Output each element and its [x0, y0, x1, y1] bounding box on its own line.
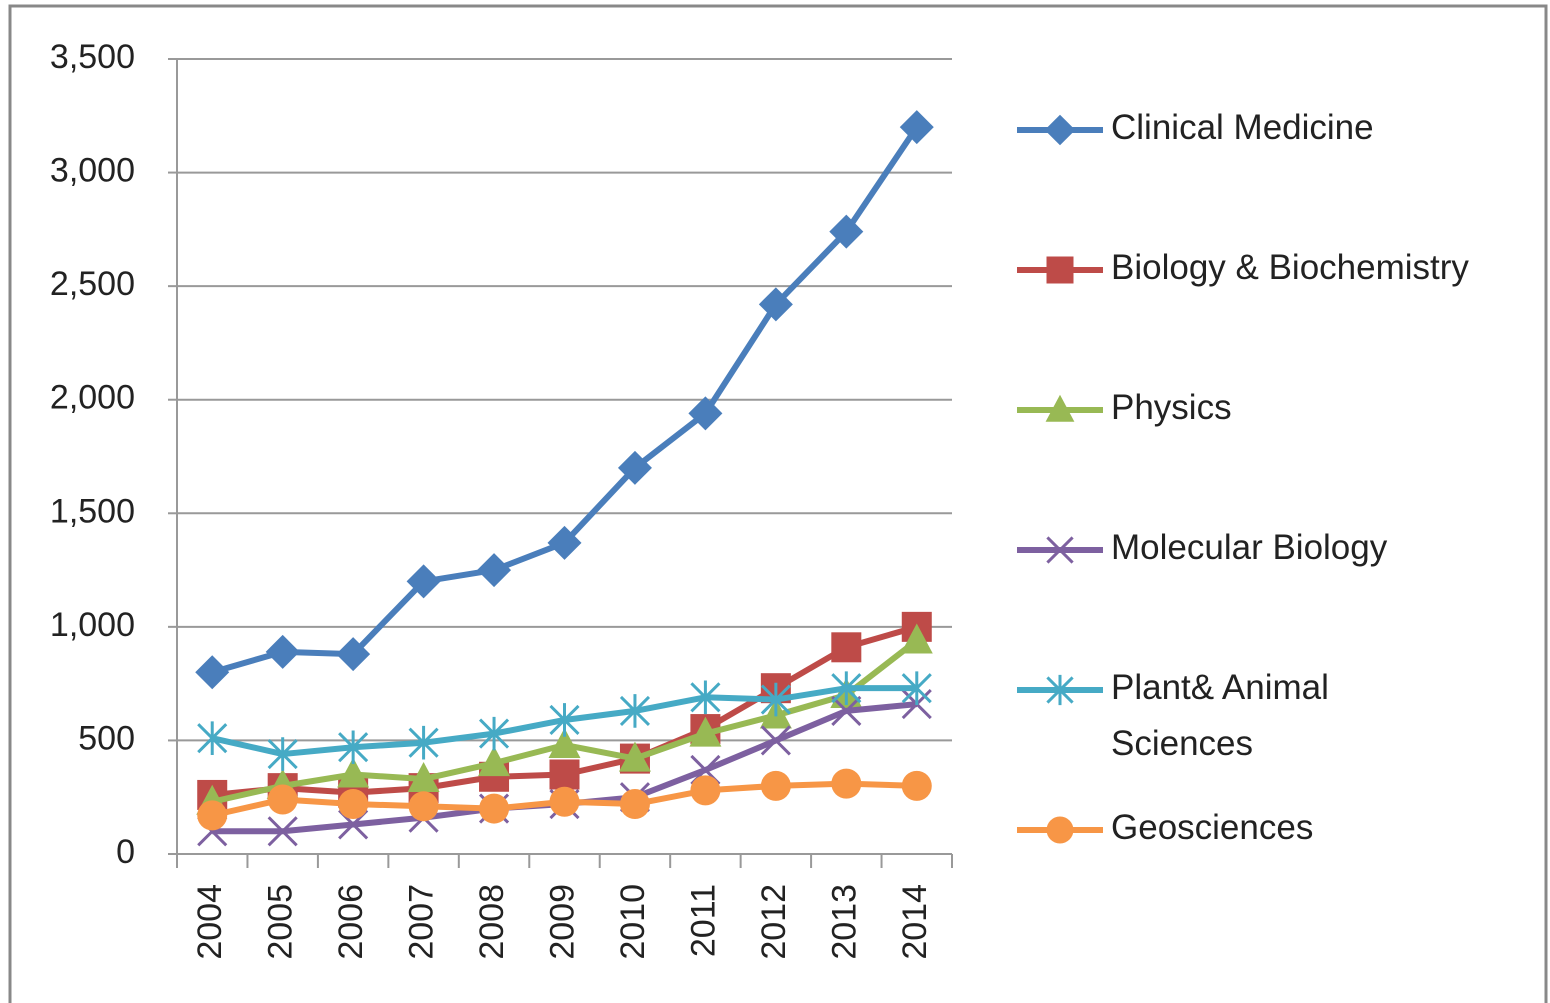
marker	[195, 655, 230, 690]
marker	[831, 671, 862, 705]
legend-label: Plant& Animal Sciences	[1111, 668, 1329, 763]
legend-swatch	[1017, 816, 1103, 844]
marker	[1046, 536, 1074, 564]
x-tick-label: 2014	[896, 884, 934, 960]
legend-item: Geosciences	[1015, 800, 1313, 856]
x-tick-label: 2007	[403, 884, 441, 960]
marker	[337, 757, 370, 788]
marker	[689, 716, 722, 747]
marker	[478, 746, 511, 777]
marker	[758, 287, 793, 322]
legend-item: Biology & Biochemistry	[1015, 240, 1469, 296]
y-tick-label: 1,000	[50, 606, 135, 644]
y-tick-label: 2,500	[50, 265, 135, 303]
marker	[197, 721, 228, 755]
x-tick-label: 2012	[755, 884, 793, 960]
x-tick-label: 2010	[614, 884, 652, 960]
marker	[831, 695, 862, 726]
marker	[1046, 674, 1074, 706]
legend-swatch	[1017, 536, 1103, 564]
marker	[831, 632, 862, 663]
x-tick-label: 2004	[191, 884, 229, 960]
legend-swatch	[1017, 394, 1103, 422]
marker	[1046, 816, 1074, 844]
marker	[478, 716, 510, 751]
marker	[408, 791, 439, 822]
marker	[618, 741, 651, 772]
x-tick-label: 2009	[543, 884, 581, 960]
legend-swatch	[1017, 114, 1103, 146]
x-tick-label: 2013	[825, 884, 863, 960]
legend-swatch	[1017, 256, 1103, 284]
marker	[548, 727, 581, 758]
x-tick-label: 2006	[332, 884, 370, 960]
legend-label: Biology & Biochemistry	[1111, 248, 1469, 287]
marker	[336, 637, 371, 672]
legend-swatch	[1017, 674, 1103, 706]
marker	[899, 110, 934, 145]
marker	[829, 214, 864, 249]
marker	[690, 775, 721, 806]
x-tick-label: 2008	[473, 884, 511, 960]
marker	[760, 770, 791, 801]
marker	[407, 762, 440, 793]
marker	[267, 737, 298, 771]
marker	[267, 816, 298, 847]
marker	[479, 793, 510, 824]
y-tick-label: 3,500	[50, 38, 135, 76]
legend-item: Clinical Medicine	[1015, 100, 1374, 156]
marker	[619, 694, 651, 728]
marker	[690, 680, 721, 715]
frame	[8, 4, 1548, 1003]
marker	[901, 770, 932, 801]
marker	[619, 789, 650, 820]
marker	[338, 730, 369, 765]
y-tick-label: 2,000	[50, 379, 135, 417]
marker	[549, 786, 580, 817]
marker	[265, 634, 300, 669]
marker	[1045, 394, 1075, 422]
x-tick-label: 2011	[684, 884, 722, 957]
legend-label: Clinical Medicine	[1111, 108, 1374, 147]
y-tick-label: 0	[116, 833, 135, 871]
marker	[197, 800, 228, 831]
marker	[408, 725, 439, 760]
legend-label: Molecular Biology	[1111, 528, 1388, 567]
marker	[338, 789, 369, 820]
legend-item: Physics	[1015, 380, 1232, 436]
marker	[760, 682, 791, 717]
marker	[831, 768, 862, 799]
x-tick-label: 2005	[262, 884, 300, 960]
legend-item: Plant& Animal Sciences	[1015, 660, 1411, 772]
legend-item: Molecular Biology	[1015, 520, 1387, 576]
y-tick-label: 3,000	[50, 152, 135, 190]
marker	[1046, 256, 1074, 284]
marker	[901, 671, 932, 705]
legend-label: Physics	[1111, 388, 1232, 427]
marker	[549, 759, 580, 790]
marker	[406, 564, 441, 599]
legend-label: Geosciences	[1111, 808, 1314, 847]
marker	[477, 553, 512, 588]
marker	[1044, 114, 1076, 146]
marker	[688, 396, 723, 431]
y-tick-label: 1,500	[50, 492, 135, 530]
marker	[267, 784, 298, 815]
marker	[900, 623, 933, 654]
y-tick-label: 500	[78, 719, 135, 757]
marker	[547, 525, 582, 560]
marker	[549, 703, 580, 737]
marker	[760, 725, 791, 756]
marker	[617, 450, 652, 485]
